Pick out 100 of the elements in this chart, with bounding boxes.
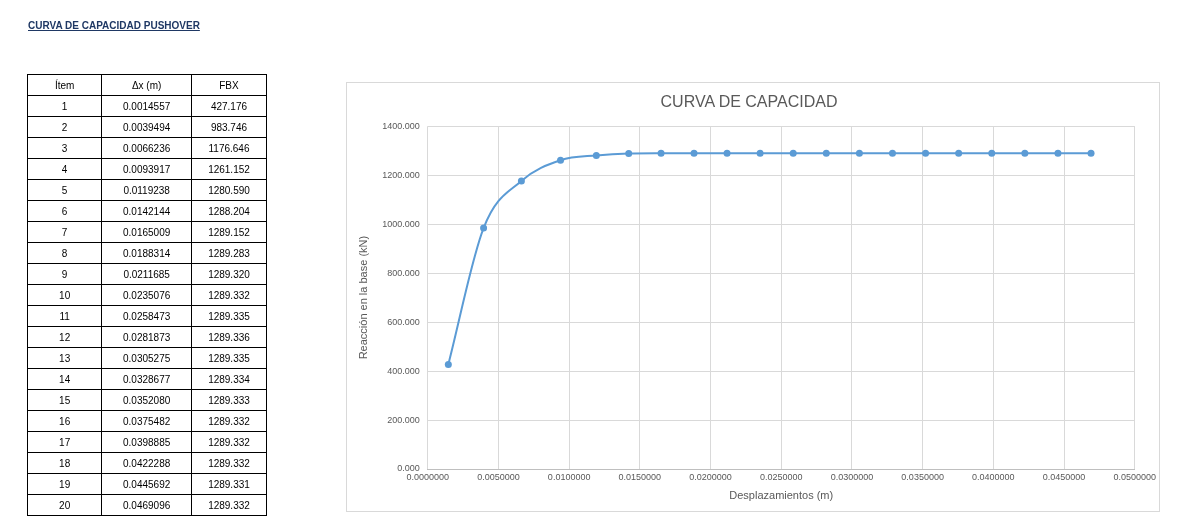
y-axis-title: Reacción en la base (kN) xyxy=(356,235,369,360)
text: 0.0235076 xyxy=(101,284,192,306)
text: 1 xyxy=(27,95,102,117)
x-tick-label: 0.0000000 xyxy=(406,471,450,482)
text: 0.0328677 xyxy=(101,368,192,390)
x-tick-label: 0.0300000 xyxy=(830,471,874,482)
text: 0.0305275 xyxy=(101,347,192,369)
text: 1289.335 xyxy=(191,347,267,369)
y-tick-label: 1400.000 xyxy=(382,120,420,131)
y-tick-label: 0.000 xyxy=(397,463,420,474)
point xyxy=(888,149,896,157)
point xyxy=(822,149,830,157)
text: 0.0165009 xyxy=(101,221,192,243)
text: CURVA DE CAPACIDAD PUSHOVER xyxy=(28,20,200,31)
x-tick-label: 0.0200000 xyxy=(689,471,732,482)
text: 3 xyxy=(27,137,102,159)
text: 2 xyxy=(27,116,102,138)
point xyxy=(657,149,665,157)
text: 983.746 xyxy=(191,116,267,138)
text: 14 xyxy=(27,368,102,390)
text: 0.0375482 xyxy=(101,410,192,432)
point xyxy=(557,156,565,164)
x-tick-label: 0.0400000 xyxy=(972,471,1015,482)
text: 13 xyxy=(27,347,102,369)
point xyxy=(480,224,488,232)
x-tick-label: 0.0050000 xyxy=(477,471,520,482)
text: 0.0093917 xyxy=(101,158,192,180)
point xyxy=(690,149,698,157)
point xyxy=(855,149,863,157)
text: 0.0281873 xyxy=(101,326,192,348)
point xyxy=(1021,149,1029,157)
text: 11 xyxy=(27,305,102,327)
point xyxy=(723,149,731,157)
text: Ítem xyxy=(27,74,102,96)
x-tick-label: 0.0100000 xyxy=(547,471,591,482)
text: 0.0142144 xyxy=(101,200,192,222)
text: 1289.332 xyxy=(191,494,267,516)
text: 1280.590 xyxy=(191,179,267,201)
text: 0.0469096 xyxy=(101,494,192,516)
x-tick-label: 0.0500000 xyxy=(1113,471,1156,482)
text: 10 xyxy=(27,284,102,306)
text: 1289.332 xyxy=(191,431,267,453)
text: 0.0039494 xyxy=(101,116,192,138)
text: 1261.152 xyxy=(191,158,267,180)
text: 1289.320 xyxy=(191,263,267,285)
text: 0.0422288 xyxy=(101,452,192,474)
point xyxy=(1054,149,1062,157)
point xyxy=(756,149,764,157)
y-tick-label: 800.000 xyxy=(387,267,420,278)
x-tick-label: 0.0150000 xyxy=(618,471,662,482)
text: 1289.332 xyxy=(191,284,267,306)
text: 12 xyxy=(27,326,102,348)
text: 4 xyxy=(27,158,102,180)
y-tick-label: 200.000 xyxy=(387,414,420,425)
text: 0.0445692 xyxy=(101,473,192,495)
text: Δx (m) xyxy=(101,74,192,96)
text: 0.0014557 xyxy=(101,95,192,117)
point xyxy=(789,149,797,157)
text: 0.0188314 xyxy=(101,242,192,264)
point xyxy=(444,360,452,368)
x-axis-title: Desplazamientos (m) xyxy=(729,489,834,502)
text: 16 xyxy=(27,410,102,432)
text: 15 xyxy=(27,389,102,411)
text: 0.0258473 xyxy=(101,305,192,327)
y-tick-label: 1200.000 xyxy=(382,169,420,180)
point xyxy=(1087,149,1095,157)
text: 1289.331 xyxy=(191,473,267,495)
text: 0.0398885 xyxy=(101,431,192,453)
text: 1289.332 xyxy=(191,452,267,474)
text: 6 xyxy=(27,200,102,222)
text: 17 xyxy=(27,431,102,453)
text: 1289.335 xyxy=(191,305,267,327)
y-tick-label: 400.000 xyxy=(387,365,420,376)
text: 19 xyxy=(27,473,102,495)
y-tick-label: 1000.000 xyxy=(382,218,420,229)
y-tick-label: 600.000 xyxy=(387,316,420,327)
text: 0.0352080 xyxy=(101,389,192,411)
text: 1176.646 xyxy=(191,137,267,159)
text: 1289.333 xyxy=(191,389,267,411)
point xyxy=(988,149,996,157)
text: FBX xyxy=(191,74,267,96)
point xyxy=(517,177,525,185)
text: 1289.336 xyxy=(191,326,267,348)
x-tick-label: 0.0350000 xyxy=(901,471,944,482)
text: 0.0119238 xyxy=(101,179,192,201)
point xyxy=(922,149,930,157)
text: 0.0066236 xyxy=(101,137,192,159)
text: 18 xyxy=(27,452,102,474)
point xyxy=(592,151,600,159)
text: 1289.152 xyxy=(191,221,267,243)
text: 0.0211685 xyxy=(101,263,192,285)
point xyxy=(955,149,963,157)
text: 5 xyxy=(27,179,102,201)
text: 20 xyxy=(27,494,102,516)
text: 1288.204 xyxy=(191,200,267,222)
x-tick-label: 0.0450000 xyxy=(1042,471,1086,482)
point xyxy=(625,150,633,158)
text: 7 xyxy=(27,221,102,243)
text: 9 xyxy=(27,263,102,285)
text: 1289.334 xyxy=(191,368,267,390)
